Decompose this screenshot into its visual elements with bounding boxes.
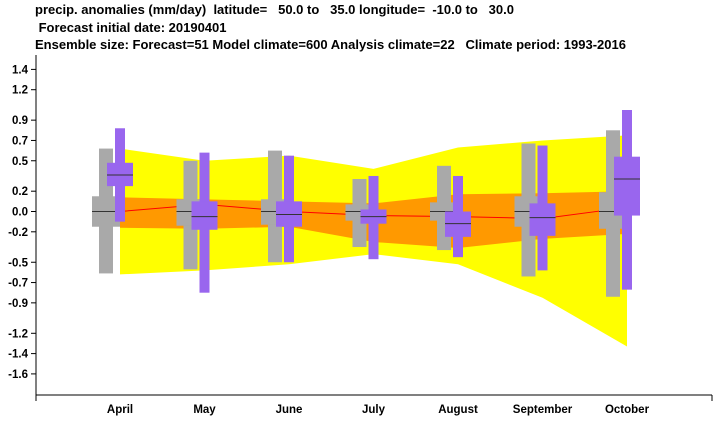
x-tick-label: May: [193, 404, 216, 416]
x-tick-label: October: [605, 404, 650, 416]
chart-header: precip. anomalies (mm/day) latitude= 50.…: [0, 0, 720, 56]
y-tick-label: -1.6: [8, 369, 28, 381]
ensemble-info: Ensemble size: Forecast=51 Model climate…: [35, 37, 626, 52]
chart-title: precip. anomalies (mm/day) latitude= 50.…: [35, 2, 514, 17]
x-tick-label: August: [438, 404, 478, 416]
y-tick-label: 0.9: [12, 115, 28, 127]
y-tick-label: 1.4: [12, 64, 29, 76]
y-tick-label: 0.0: [12, 207, 28, 219]
forecast-box-october-box: [614, 156, 640, 216]
forecast-box-june-box: [276, 201, 302, 227]
y-tick-label: -1.4: [8, 349, 28, 361]
y-tick-label: 1.2: [12, 85, 28, 97]
y-tick-label: -1.2: [8, 328, 28, 340]
y-tick-label: 0.7: [12, 135, 28, 147]
x-tick-label: April: [107, 404, 133, 416]
x-tick-label: July: [362, 404, 386, 416]
forecast-box-september-box: [529, 203, 556, 236]
y-tick-label: -0.2: [8, 227, 28, 239]
forecast-box-may-box: [191, 201, 218, 230]
forecast-date: Forecast initial date: 20190401: [35, 20, 227, 35]
y-tick-label: 0.5: [12, 156, 29, 168]
y-tick-label: -0.9: [8, 298, 28, 310]
forecast-box-april-box: [107, 162, 133, 187]
x-tick-label: June: [276, 404, 303, 416]
y-tick-label: 0.2: [12, 186, 28, 198]
forecast-box-august-box: [445, 211, 471, 237]
x-tick-label: September: [513, 404, 573, 416]
y-tick-label: -0.7: [8, 278, 28, 290]
y-tick-label: -0.5: [8, 257, 28, 269]
